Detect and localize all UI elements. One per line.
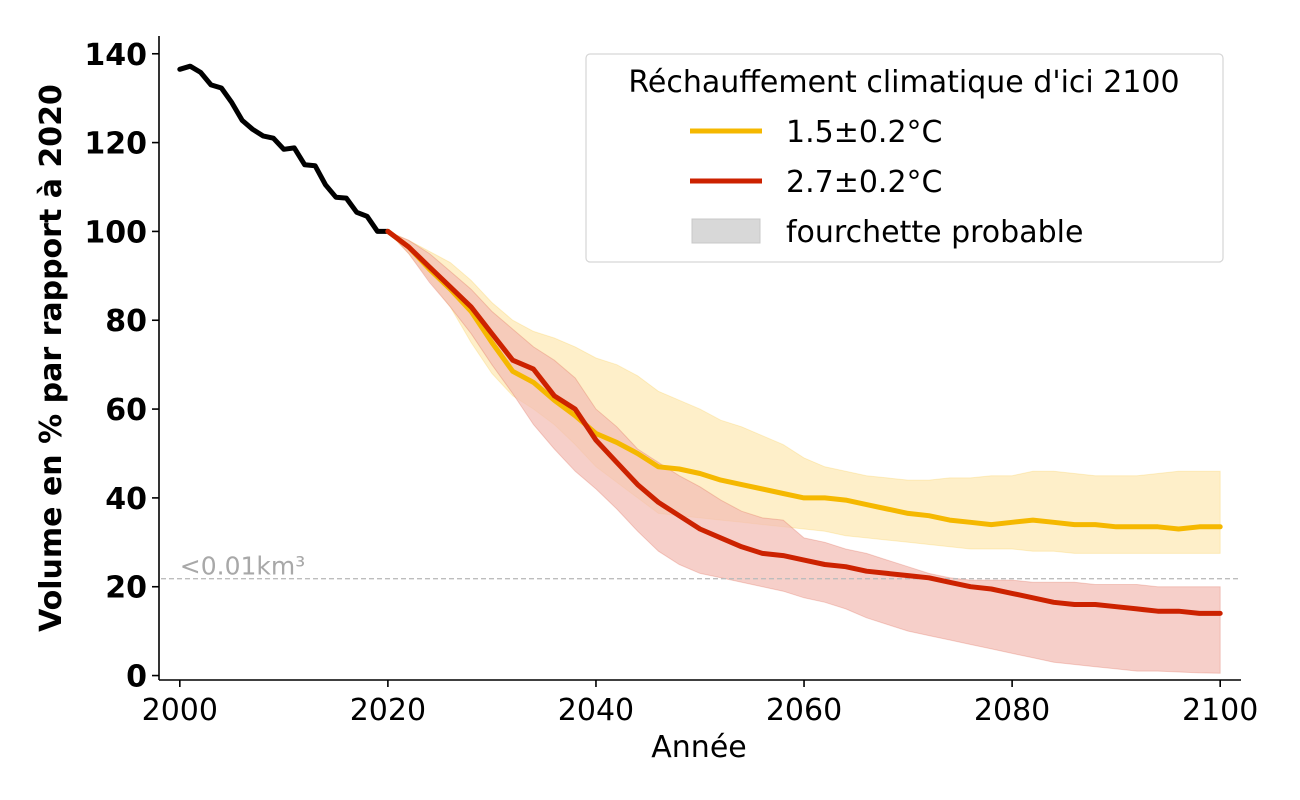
y-tick-label: 60 <box>105 393 147 428</box>
x-tick-label: 2060 <box>766 693 842 728</box>
legend-swatch-likely-range <box>691 218 761 244</box>
legend-title: Réchauffement climatique d'ici 2100 <box>628 65 1179 100</box>
y-tick-label: 100 <box>84 215 147 250</box>
legend-label-likely-range: fourchette probable <box>786 215 1083 250</box>
line-2702 <box>385 228 1223 616</box>
legend-frame <box>585 53 1224 263</box>
legend-label-1-5c: 1.5±0.2°C <box>786 115 943 150</box>
x-tick-label: 2000 <box>142 693 218 728</box>
y-tick-label: 20 <box>105 571 147 606</box>
x-tick-label: 2040 <box>558 693 634 728</box>
y-tick-label: 40 <box>105 482 147 517</box>
x-ticks: 2000 2020 2040 2060 2080 2100 <box>142 680 1258 728</box>
x-tick-label: 2080 <box>974 693 1050 728</box>
x-tick-label: 2100 <box>1182 693 1258 728</box>
axes: 2000 2020 2040 2060 2080 2100 020406080100120… <box>84 36 1258 728</box>
legend: Réchauffement climatique d'ici 2100 1.5±… <box>585 53 1224 263</box>
line-historical <box>177 63 391 234</box>
y-tick-label: 120 <box>84 127 147 162</box>
y-axis-label: Volume en % par rapport à 2020 <box>34 84 69 632</box>
y-tick-label: 140 <box>84 38 147 73</box>
series-lines <box>177 63 1223 616</box>
y-tick-label: 80 <box>105 304 147 339</box>
x-axis-label: Année <box>651 730 746 765</box>
threshold-label: <0.01km³ <box>180 552 305 581</box>
line-1502 <box>385 228 1223 532</box>
y-ticks: 0 20 40 60 80 100 120 140 <box>84 38 159 695</box>
threshold-layer: <0.01km³ <box>161 552 1239 581</box>
y-tick-label: 0 <box>126 660 147 695</box>
x-tick-label: 2020 <box>350 693 426 728</box>
legend-label-2-7c: 2.7±0.2°C <box>786 165 943 200</box>
